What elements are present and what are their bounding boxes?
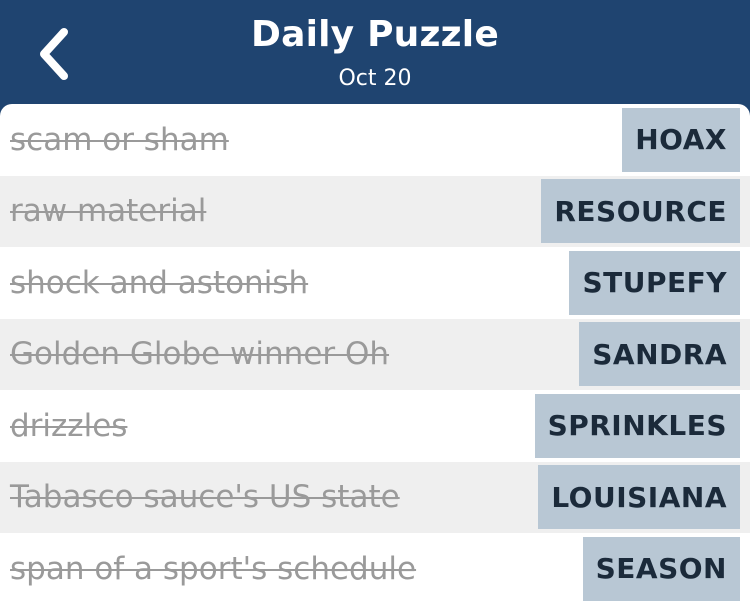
chevron-left-icon [40, 28, 68, 80]
clue-text: span of a sport's schedule [10, 550, 417, 587]
answer-tile[interactable]: SEASON [582, 536, 740, 601]
clue-text: shock and astonish [10, 264, 309, 301]
clue-row[interactable]: span of a sport's schedule SEASON [0, 533, 750, 605]
answer-tile[interactable]: SPRINKLES [534, 393, 740, 458]
answer-tile[interactable]: RESOURCE [541, 179, 740, 244]
clue-text: Tabasco sauce's US state [10, 479, 400, 516]
answer-tile[interactable]: STUPEFY [569, 250, 740, 315]
answer-tile[interactable]: LOUISIANA [538, 465, 740, 530]
clue-text: raw material [10, 193, 207, 230]
clue-row[interactable]: Golden Globe winner Oh SANDRA [0, 318, 750, 390]
clue-text: Golden Globe winner Oh [10, 336, 390, 373]
app-header: Daily Puzzle Oct 20 [0, 0, 750, 110]
clue-row[interactable]: Tabasco sauce's US state LOUISIANA [0, 461, 750, 533]
clue-row[interactable]: raw material RESOURCE [0, 175, 750, 247]
clue-row[interactable]: scam or sham HOAX [0, 104, 750, 176]
puzzle-date: Oct 20 [338, 66, 412, 91]
clue-row[interactable]: shock and astonish STUPEFY [0, 247, 750, 319]
clue-row[interactable]: drizzles SPRINKLES [0, 390, 750, 462]
answer-tile[interactable]: SANDRA [579, 322, 740, 387]
clue-text: drizzles [10, 407, 128, 444]
page-title: Daily Puzzle [251, 14, 499, 55]
clue-text: scam or sham [10, 121, 229, 158]
back-button[interactable] [28, 24, 78, 84]
answer-tile[interactable]: HOAX [622, 107, 740, 172]
clue-list: scam or sham HOAX raw material RESOURCE … [0, 104, 750, 613]
